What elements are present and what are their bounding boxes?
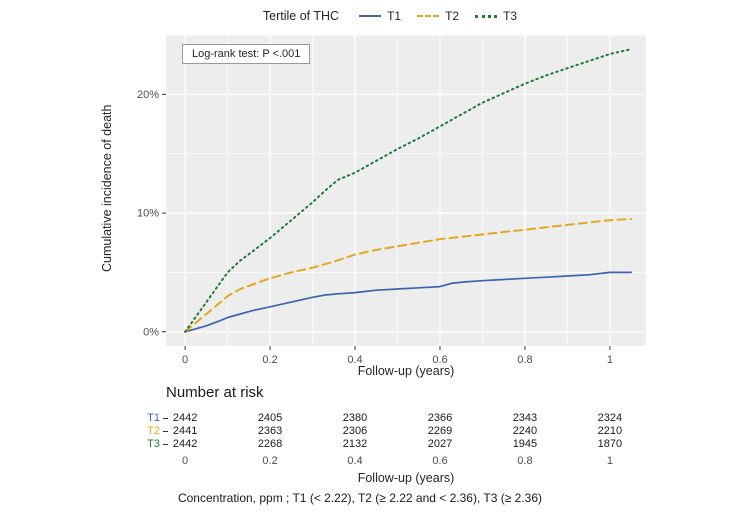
risk-value: 2442 (172, 412, 198, 424)
legend-label-t2: T2 (445, 9, 460, 23)
risk-row-label-t2: T2 (147, 425, 160, 437)
risk-table-title: Number at risk (166, 384, 264, 401)
risk-value: 2268 (257, 438, 283, 450)
risk-value: 1945 (512, 438, 538, 450)
curve-t2 (184, 218, 633, 333)
y-tick-label: 20% (137, 89, 159, 101)
plot-panel (166, 35, 646, 346)
risk-value: 2240 (512, 425, 538, 437)
risk-x-tick-label: 0.4 (347, 455, 363, 467)
x-tick-label: 1 (607, 354, 613, 366)
x-tick-label: 0.8 (517, 354, 532, 366)
risk-x-axis-label: Follow-up (years) (357, 471, 455, 485)
risk-x-tick-label: 1 (606, 455, 613, 467)
x-axis-label: Follow-up (years) (357, 364, 455, 378)
risk-row-label-t1: T1 (147, 412, 160, 424)
caption: Concentration, ppm ; T1 (< 2.22), T2 (≥ … (177, 491, 543, 505)
x-tick-label: 0.6 (432, 354, 447, 366)
legend-label-t1: T1 (387, 9, 402, 23)
t3-dotted-line-icon (475, 14, 498, 18)
legend: Tertile of THC T1 T2 T3 (120, 6, 660, 26)
x-tick-label: 0.2 (262, 354, 277, 366)
y-tick-label: 0% (143, 326, 159, 338)
t1-solid-line-icon (359, 15, 382, 17)
legend-item-t1: T1 (359, 9, 401, 23)
risk-value: 2442 (172, 438, 198, 450)
risk-value: 2027 (427, 438, 453, 450)
risk-value: 2132 (342, 438, 368, 450)
risk-value: 2269 (427, 425, 453, 437)
risk-row-tick (163, 444, 168, 445)
legend-item-t2: T2 (417, 9, 459, 23)
risk-row-label-t3: T3 (147, 438, 160, 450)
logrank-annotation: Log-rank test: P <.001 (182, 44, 311, 64)
risk-value: 2306 (342, 425, 368, 437)
survival-plot: 0 0.2 0.4 0.6 0.8 10%10%20% (137, 34, 646, 366)
risk-value: 2441 (172, 425, 198, 437)
legend-item-t3: T3 (475, 9, 517, 23)
y-tick-label: 10% (137, 208, 159, 220)
x-tick-label: 0 (182, 354, 188, 366)
curve-t3 (184, 48, 633, 333)
risk-value: 2405 (257, 412, 283, 424)
x-tick-label: 0.4 (347, 354, 362, 366)
risk-value: 2363 (257, 425, 283, 437)
risk-value: 2366 (427, 412, 453, 424)
t2-dashed-line-icon (417, 15, 440, 17)
curve-t1 (184, 271, 632, 333)
risk-row-tick (163, 431, 168, 432)
risk-x-tick-label: 0.8 (517, 455, 533, 467)
legend-title: Tertile of THC (262, 9, 340, 23)
risk-value: 2210 (597, 425, 623, 437)
risk-value: 1870 (597, 438, 623, 450)
risk-row-tick (163, 418, 168, 419)
risk-x-tick-label: 0.6 (432, 455, 448, 467)
risk-value: 2380 (342, 412, 368, 424)
risk-x-tick-label: 0 (182, 455, 189, 467)
legend-label-t3: T3 (503, 9, 518, 23)
y-axis-label: Cumulative incidence of death (100, 104, 114, 272)
risk-value: 2324 (597, 412, 623, 424)
risk-value: 2343 (512, 412, 538, 424)
risk-x-tick-label: 0.2 (262, 455, 278, 467)
